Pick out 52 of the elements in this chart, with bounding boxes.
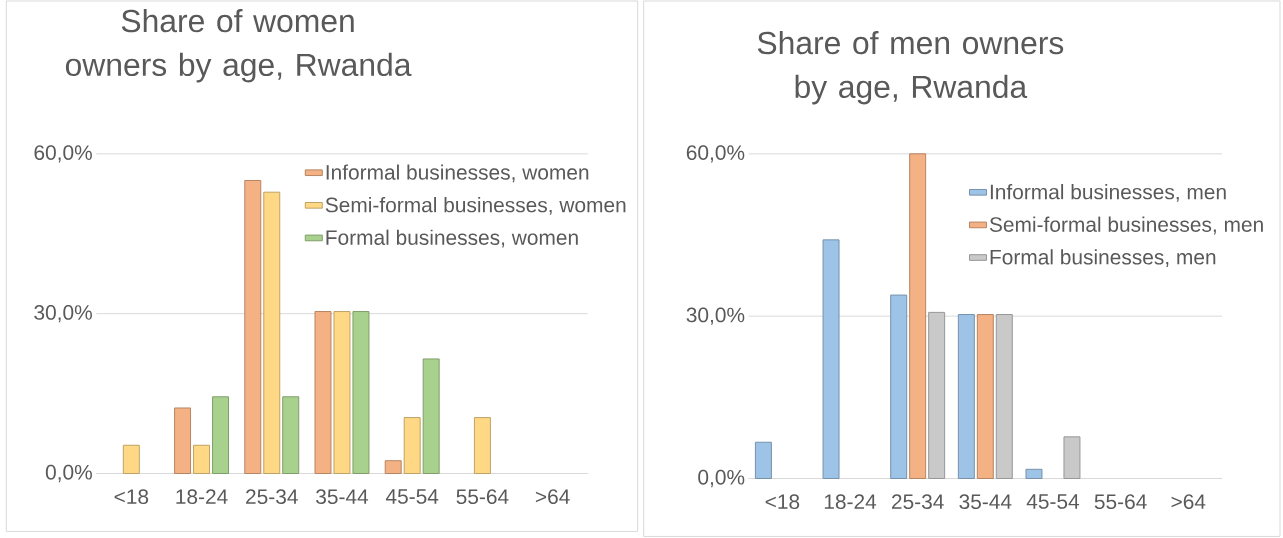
bar xyxy=(1063,436,1081,479)
legend-label: Informal businesses, men xyxy=(990,183,1226,202)
bar xyxy=(122,444,140,474)
y-tick-label: 60,0% xyxy=(686,144,745,163)
x-tick-label: >64 xyxy=(1171,494,1206,509)
chart-title: Share of women owners by age, Rwanda xyxy=(65,8,412,83)
bar xyxy=(422,358,440,474)
y-tick-label: 30,0% xyxy=(686,307,745,325)
bar xyxy=(1025,468,1043,479)
legend-label: Semi-formal businesses, women xyxy=(325,196,626,215)
bar xyxy=(754,441,772,479)
y-tick-label: 60,0% xyxy=(34,144,92,163)
x-tick-label: 18-24 xyxy=(176,489,228,504)
bar xyxy=(957,313,975,479)
bar xyxy=(909,153,927,479)
bar xyxy=(928,311,946,479)
bar xyxy=(890,294,908,479)
chart-title: Share of men owners by age, Rwanda xyxy=(757,30,1064,105)
legend-label: Formal businesses, men xyxy=(990,248,1216,267)
bar xyxy=(403,416,421,474)
bar xyxy=(976,313,994,479)
bar xyxy=(333,310,351,474)
bar xyxy=(384,460,402,474)
bar xyxy=(212,396,230,474)
x-tick-label: 35-44 xyxy=(316,489,369,504)
x-tick-label: 55-64 xyxy=(1094,494,1147,509)
legend-label: Formal businesses, women xyxy=(326,229,578,248)
bar xyxy=(352,310,370,474)
legend-label: Informal businesses, women xyxy=(326,164,589,182)
x-tick-label: 45-54 xyxy=(385,489,439,504)
x-tick-label: 25-34 xyxy=(891,494,944,509)
x-tick-label: <18 xyxy=(765,494,800,509)
y-tick-label: 30,0% xyxy=(34,304,92,323)
x-tick-label: <18 xyxy=(114,489,149,504)
bar xyxy=(822,239,840,479)
legend-label: Semi-formal businesses, men xyxy=(989,216,1263,235)
bar xyxy=(263,191,281,474)
bar xyxy=(314,310,332,474)
y-tick-label: 0,0% xyxy=(45,464,92,482)
bar xyxy=(174,407,192,474)
x-tick-label: 18-24 xyxy=(824,494,877,509)
x-tick-label: 25-34 xyxy=(246,489,298,504)
x-tick-label: 35-44 xyxy=(959,494,1012,509)
bar xyxy=(193,444,211,474)
x-tick-label: >64 xyxy=(535,489,570,504)
bar xyxy=(282,396,300,474)
bar xyxy=(995,313,1013,479)
bar xyxy=(473,416,491,474)
x-tick-label: 55-64 xyxy=(456,489,509,504)
bar xyxy=(244,179,262,474)
y-tick-label: 0,0% xyxy=(698,469,745,487)
x-tick-label: 45-54 xyxy=(1026,494,1080,509)
